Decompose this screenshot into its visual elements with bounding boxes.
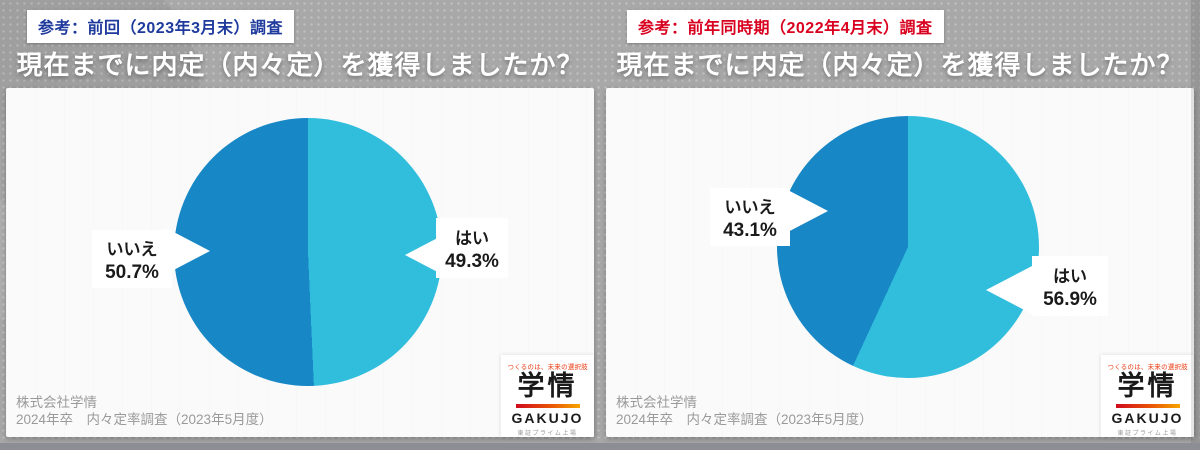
answer-value-no: 43.1%	[723, 219, 777, 241]
source-survey: 2024年卒 内々定率調査（2023年5月度）	[16, 412, 273, 428]
bottom-edge-bar	[0, 443, 1200, 450]
panel-previous-survey: 参考：前回（2023年3月末）調査 現在までに内定（内々定）を獲得しましたか？ …	[6, 10, 594, 437]
chart-question-title: 現在までに内定（内々定）を獲得しましたか？	[16, 50, 584, 80]
source-survey: 2024年卒 内々定率調査（2023年5月度）	[616, 412, 873, 428]
answer-label-no: いいえ	[724, 197, 776, 217]
logo-listing-label: 東証プライム上場	[517, 431, 578, 437]
pie-chart	[777, 116, 1039, 378]
panel-previous-year-survey: 参考：前年同時期（2022年4月末）調査 現在までに内定（内々定）を獲得しました…	[600, 0, 1200, 450]
source-attribution: 株式会社学情 2024年卒 内々定率調査（2023年5月度）	[616, 394, 873, 429]
callout-no: いいえ 50.7%	[92, 230, 172, 288]
right-edge-shade	[1191, 0, 1200, 450]
callout-no: いいえ 43.1%	[710, 188, 790, 246]
gakujo-logo: つくるのは、未来の選択肢 学情 GAKUJO 東証プライム上場	[501, 355, 594, 437]
callout-arrow-no	[166, 228, 210, 274]
reference-badge: 参考：前年同時期（2022年4月末）調査	[627, 10, 944, 43]
source-company: 株式会社学情	[16, 394, 97, 410]
source-company: 株式会社学情	[616, 394, 697, 410]
logo-slogan: つくるのは、未来の選択肢	[507, 364, 588, 371]
logo-slogan: つくるのは、未来の選択肢	[1107, 364, 1188, 371]
logo-kanji: 学情	[517, 371, 578, 402]
logo-name: GAKUJO	[1111, 410, 1184, 426]
logo-listing-label: 東証プライム上場	[1117, 431, 1178, 437]
logo-gradient-bar	[515, 403, 580, 408]
answer-label-no: いいえ	[106, 239, 158, 259]
answer-value-yes: 49.3%	[445, 250, 499, 272]
callout-arrow-yes	[986, 266, 1032, 314]
answer-value-yes: 56.9%	[1043, 288, 1097, 310]
answer-label-yes: はい	[1053, 266, 1087, 286]
chart-card: いいえ 43.1% はい 56.9% 株式会社学情 2024年卒 内々定率調査（…	[606, 88, 1194, 437]
callout-yes: はい 56.9%	[1032, 256, 1108, 316]
logo-kanji: 学情	[1117, 371, 1178, 402]
gakujo-logo: つくるのは、未来の選択肢 学情 GAKUJO 東証プライム上場	[1101, 355, 1194, 437]
callout-yes: はい 49.3%	[436, 218, 508, 278]
reference-badge: 参考：前回（2023年3月末）調査	[27, 10, 294, 43]
logo-gradient-bar	[1115, 403, 1180, 408]
source-attribution: 株式会社学情 2024年卒 内々定率調査（2023年5月度）	[16, 394, 273, 429]
chart-question-title: 現在までに内定（内々定）を獲得しましたか？	[616, 50, 1184, 80]
callout-arrow-no	[784, 188, 828, 234]
answer-value-no: 50.7%	[105, 261, 159, 283]
logo-name: GAKUJO	[511, 410, 584, 426]
pie-chart	[174, 118, 442, 386]
answer-label-yes: はい	[455, 228, 489, 248]
chart-card: いいえ 50.7% はい 49.3% 株式会社学情 2024年卒 内々定率調査（…	[6, 88, 594, 437]
